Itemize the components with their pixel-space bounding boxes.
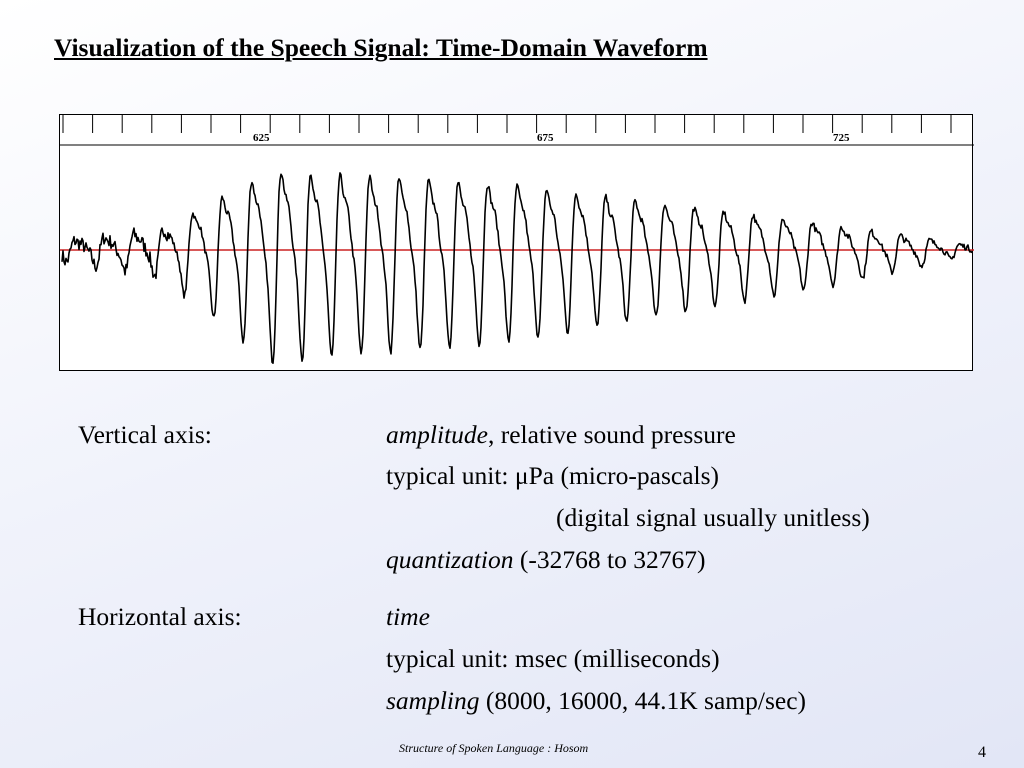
- amplitude-term: amplitude: [386, 420, 488, 449]
- footer-text: Structure of Spoken Language : Hosom: [399, 741, 589, 755]
- horizontal-axis-line-3: sampling (8000, 16000, 44.1K samp/sec): [386, 686, 807, 715]
- vertical-axis-label: Vertical axis:: [78, 420, 212, 449]
- vertical-axis-line-4: quantization (-32768 to 32767): [386, 545, 706, 574]
- vertical-axis-line-3: (digital signal usually unitless): [556, 503, 870, 532]
- speech-waveform-trace: [61, 172, 973, 364]
- time-tick-label-675: 675: [537, 132, 554, 144]
- vertical-axis-line-2: typical unit: μPa (micro-pascals): [386, 461, 720, 490]
- waveform-plot: 625 675 725: [60, 115, 974, 364]
- page-number: 4: [978, 744, 986, 761]
- sampling-term: sampling: [386, 686, 480, 715]
- horizontal-axis-line-1: time: [386, 602, 430, 632]
- mu-symbol: μ: [514, 461, 529, 490]
- time-ruler-ticks: [62, 115, 952, 133]
- slide-title: Visualization of the Speech Signal: Time…: [54, 33, 708, 62]
- waveform-panel: 625 675 725: [59, 114, 974, 371]
- horizontal-axis-label: Horizontal axis:: [78, 602, 242, 631]
- time-tick-label-625: 625: [253, 132, 270, 144]
- quantization-term: quantization: [386, 545, 514, 574]
- horizontal-axis-line-2: typical unit: msec (milliseconds): [386, 644, 720, 673]
- time-term: time: [386, 602, 430, 631]
- time-tick-label-725: 725: [833, 132, 850, 144]
- vertical-axis-line-1: amplitude, relative sound pressure: [386, 420, 736, 449]
